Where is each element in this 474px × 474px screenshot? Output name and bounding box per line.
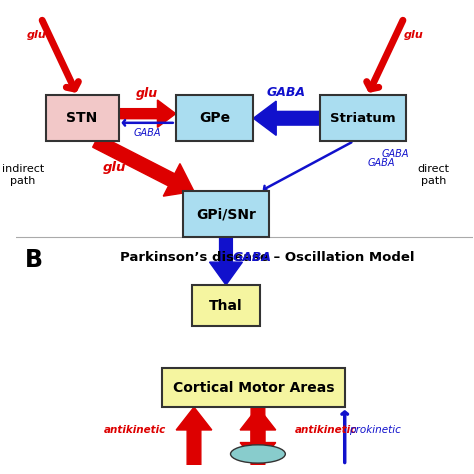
FancyBboxPatch shape [162, 368, 345, 407]
Text: GABA: GABA [367, 158, 395, 168]
Text: Striatum: Striatum [330, 112, 396, 125]
Text: GPi/SNr: GPi/SNr [196, 207, 256, 221]
Text: B: B [25, 248, 43, 273]
Text: GABA: GABA [233, 251, 272, 264]
FancyBboxPatch shape [46, 95, 118, 141]
Text: STN: STN [66, 111, 98, 125]
FancyArrow shape [240, 407, 276, 465]
Text: direct
path: direct path [418, 164, 450, 185]
Text: GABA: GABA [133, 128, 161, 137]
Text: GPe: GPe [199, 111, 230, 125]
FancyBboxPatch shape [319, 95, 406, 141]
Text: GABA: GABA [267, 86, 306, 100]
Text: Thal: Thal [209, 299, 243, 312]
FancyArrow shape [240, 407, 276, 465]
Text: glu: glu [403, 30, 423, 40]
Text: antikinetic: antikinetic [294, 425, 357, 436]
Text: GABA: GABA [381, 149, 409, 159]
FancyArrow shape [118, 100, 176, 128]
FancyArrow shape [176, 407, 212, 465]
Text: antikinetic: antikinetic [103, 425, 166, 436]
Ellipse shape [230, 445, 285, 463]
FancyArrow shape [254, 101, 319, 136]
FancyArrow shape [210, 237, 242, 285]
Text: indirect
path: indirect path [1, 164, 44, 185]
Text: glu: glu [27, 30, 46, 40]
Text: prokinetic: prokinetic [349, 425, 401, 436]
FancyBboxPatch shape [191, 285, 260, 326]
Text: glu: glu [102, 161, 126, 174]
Text: Parkinson’s disease – Oscillation Model: Parkinson’s disease – Oscillation Model [120, 251, 414, 264]
Text: Cortical Motor Areas: Cortical Motor Areas [173, 381, 334, 395]
FancyBboxPatch shape [182, 191, 269, 237]
FancyBboxPatch shape [176, 95, 254, 141]
Text: glu: glu [136, 87, 158, 100]
FancyArrow shape [92, 135, 194, 196]
